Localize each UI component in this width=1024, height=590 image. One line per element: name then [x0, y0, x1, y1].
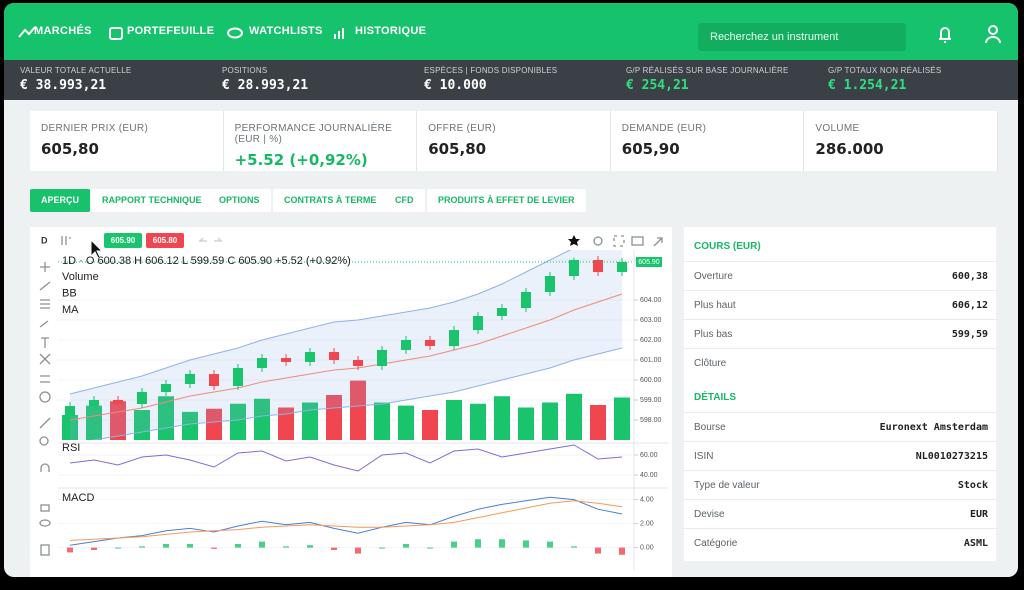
info-label: Plus haut — [694, 300, 736, 311]
info-label: Catégorie — [694, 538, 738, 549]
tab[interactable]: APERÇU — [30, 189, 91, 212]
tab[interactable]: OPTIONS — [208, 189, 271, 212]
quote-label: OFFRE (EUR) — [428, 123, 496, 134]
info-value: ASML — [963, 538, 988, 549]
icon-user-body — [985, 36, 1001, 44]
summary-label: POSITIONS — [222, 66, 268, 75]
quote-label: DERNIER PRIX (EUR) — [41, 123, 149, 134]
quote-label: VOLUME — [815, 123, 860, 134]
summary-item: ESPÈCES | FONDS DISPONIBLES € 10.000 — [424, 66, 557, 93]
quote-card: DERNIER PRIX (EUR) 605,80 — [30, 111, 224, 171]
tab[interactable]: CFD — [384, 189, 425, 212]
chart-panel — [30, 227, 672, 577]
quote-cards: DERNIER PRIX (EUR) 605,80 PERFORMANCE JOUR… — [30, 111, 998, 171]
quote-card: DEMANDE (EUR) 605,90 — [611, 111, 805, 171]
icon-markets — [18, 26, 36, 38]
info-value: NL0010273215 — [915, 451, 988, 462]
info-value: 599,59 — [951, 329, 988, 340]
tab[interactable]: CONTRATS À TERME — [273, 189, 388, 212]
info-label: Overture — [694, 271, 733, 282]
summary-label: ESPÈCES | FONDS DISPONIBLES — [424, 66, 558, 75]
nav-item[interactable]: WATCHLISTS — [249, 25, 323, 37]
info-label: Clôture — [694, 358, 727, 369]
tab[interactable]: RAPPORT TECHNIQUE — [91, 189, 213, 212]
icon-user[interactable] — [988, 25, 998, 35]
icon-history — [334, 28, 344, 39]
summary-item: POSITIONS € 28.993,21 — [222, 66, 308, 93]
info-row: Type de valeur Stock — [684, 470, 996, 499]
info-row: Clôture — [684, 348, 996, 377]
summary-value: € 28.993,21 — [222, 78, 309, 93]
summary-label: G/P RÉALISÉS SUR BASE JOURNALIÈRE — [626, 66, 789, 75]
nav-item[interactable]: HISTORIQUE — [355, 25, 427, 37]
summary-value: € 254,21 — [626, 78, 689, 93]
icon-portfolio — [109, 27, 123, 40]
info-label: Plus bas — [694, 329, 733, 340]
quote-value: 605,80 — [428, 140, 487, 158]
summary-label: VALEUR TOTALE ACTUELLE — [20, 66, 132, 75]
info-row: Overture 600,38 — [684, 261, 996, 290]
summary-label: G/P TOTAUX NON RÉALISÉS — [828, 66, 942, 75]
summary-item: VALEUR TOTALE ACTUELLE € 38.993,21 — [20, 66, 131, 93]
info-row: Catégorie ASML — [684, 528, 996, 557]
summary-value: € 38.993,21 — [20, 78, 107, 93]
summary-item: G/P TOTAUX NON RÉALISÉS € 1.254,21 — [828, 66, 941, 93]
quote-label: DEMANDE (EUR) — [621, 123, 707, 134]
quote-value: 605,90 — [621, 140, 680, 158]
nav-item[interactable]: PORTEFEUILLE — [127, 25, 215, 37]
icon-watch — [227, 27, 243, 39]
search-box[interactable]: Recherchez un instrument — [698, 23, 906, 51]
info-value: 600,38 — [951, 271, 988, 282]
summary-value: € 10.000 — [424, 78, 487, 93]
info-row: ISIN NL0010273215 — [684, 441, 996, 470]
icon-bell[interactable] — [939, 27, 951, 43]
quote-card: PERFORMANCE JOURNALIÈRE (EUR | %) +5.52 (… — [224, 111, 418, 171]
quote-card: VOLUME 286.000 — [804, 111, 998, 171]
nav-item[interactable]: MARCHÉS — [34, 25, 92, 37]
quote-card: OFFRE (EUR) 605,80 — [417, 111, 611, 171]
info-row: Plus bas 599,59 — [684, 319, 996, 348]
info-label: ISIN — [694, 451, 714, 462]
info-row: Bourse Euronext Amsterdam — [684, 412, 996, 441]
side-panel: COURS (EUR) Overture 600,38 Plus haut 606,12… — [684, 227, 996, 561]
section-title: COURS (EUR) — [694, 241, 761, 252]
info-label: Devise — [694, 509, 725, 520]
account-summary: VALEUR TOTALE ACTUELLE € 38.993,21 POSITIO… — [4, 60, 1018, 100]
quote-value: +5.52 (+0,92%) — [234, 151, 368, 169]
info-label: Type de valeur — [694, 480, 760, 491]
summary-value: € 1.254,21 — [828, 78, 907, 93]
section-title: DÉTAILS — [694, 392, 737, 403]
summary-item: G/P RÉALISÉS SUR BASE JOURNALIÈRE € 254,2… — [626, 66, 789, 93]
info-value: Stock — [957, 480, 988, 491]
top-nav: Recherchez un instrument MARCHÉS PORTEFEU… — [4, 3, 1018, 60]
info-value: 606,12 — [951, 300, 988, 311]
quote-label: PERFORMANCE JOURNALIÈRE (EUR | %) — [234, 123, 393, 145]
quote-value: 286.000 — [815, 140, 884, 158]
info-value: EUR — [969, 509, 988, 520]
tab[interactable]: PRODUITS À EFFET DE LEVIER — [427, 189, 586, 212]
info-value: Euronext Amsterdam — [879, 422, 988, 433]
info-row: Devise EUR — [684, 499, 996, 528]
info-row: Plus haut 606,12 — [684, 290, 996, 319]
quote-value: 605,80 — [41, 140, 99, 158]
info-label: Bourse — [694, 422, 726, 433]
app: Recherchez un instrument MARCHÉS PORTEFEU… — [4, 3, 1018, 577]
